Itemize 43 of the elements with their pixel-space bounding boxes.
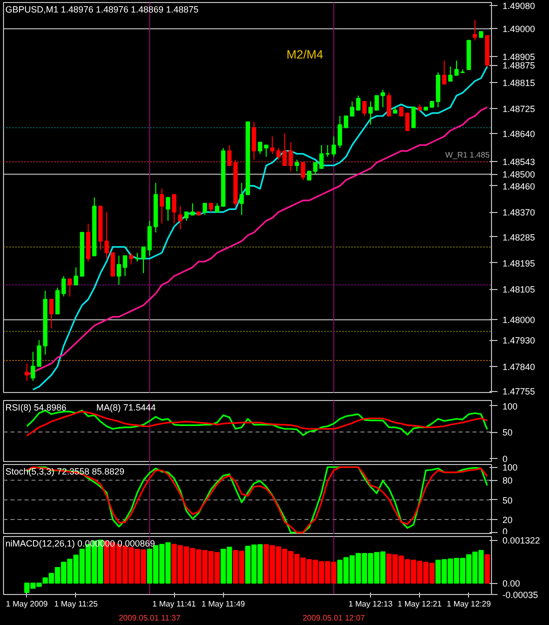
y-tick-label: 1.48905 bbox=[502, 52, 536, 62]
x-tick-label: 1 May 11:41 bbox=[152, 600, 196, 608]
y-tick-label: 1.47755 bbox=[502, 386, 536, 397]
y-tick-label: 50 bbox=[502, 495, 513, 506]
y-tick-label: 1.47930 bbox=[502, 336, 536, 346]
y-tick-label: 20 bbox=[502, 514, 513, 525]
y-tick-label: 1.48195 bbox=[502, 258, 536, 268]
x-tick-label: 1 May 2009 bbox=[6, 600, 48, 608]
x-tick-label: 2009.05.01 11:37 bbox=[118, 614, 181, 622]
y-tick-label: 1.48460 bbox=[502, 181, 536, 192]
ref-line-label: 1.48000 bbox=[502, 315, 536, 326]
y-tick-label: 0 bbox=[502, 454, 508, 464]
chart-title: RSI(8) 54.8986 bbox=[5, 402, 66, 412]
y-tick-label: 1.48815 bbox=[502, 78, 536, 88]
y-tick-label: 80 bbox=[502, 476, 513, 486]
x-tick-label: 1 May 12:29 bbox=[446, 600, 492, 608]
annotation: MA(8) 71.5444 bbox=[96, 402, 156, 412]
x-tick-label: 2009.05.01 12:07 bbox=[302, 614, 366, 622]
annotation: W_R1 1.485 bbox=[445, 150, 490, 160]
chart-title: niMACD(12,26,1) 0.000000 0.000869 bbox=[5, 538, 155, 548]
y-tick-label: 1.48640 bbox=[502, 128, 536, 139]
y-tick-label: 0.00 bbox=[502, 578, 520, 589]
y-tick-label: 1.48370 bbox=[502, 208, 536, 218]
y-tick-label: 100 bbox=[502, 462, 518, 473]
ref-line-label: 1.49000 bbox=[502, 24, 536, 34]
y-tick-label: 1.48875 bbox=[502, 60, 536, 71]
x-tick-label: 1 May 12:13 bbox=[348, 600, 394, 608]
y-tick-label: 1.48725 bbox=[502, 104, 536, 114]
y-tick-label: 0.001322 bbox=[502, 536, 540, 546]
annotation: M2/M4 bbox=[286, 47, 324, 62]
chart-title: GBPUSD,M1 1.48976 1.48976 1.48869 1.48875 bbox=[5, 4, 198, 14]
y-tick-label: -0.00035 bbox=[502, 590, 538, 600]
x-tick-label: 1 May 11:25 bbox=[54, 600, 98, 608]
y-tick-label: 1.48105 bbox=[502, 284, 536, 295]
ref-line-label: 1.48500 bbox=[502, 170, 536, 180]
y-tick-label: 1.47840 bbox=[502, 362, 536, 372]
y-tick-label: 100 bbox=[502, 401, 518, 412]
ref-line-label: 1.48543 bbox=[502, 157, 536, 168]
y-tick-label: 1.48285 bbox=[502, 232, 536, 242]
y-tick-label: 1.49080 bbox=[502, 0, 536, 11]
y-tick-label: 50 bbox=[502, 428, 513, 438]
x-tick-label: 1 May 12:21 bbox=[398, 600, 442, 608]
x-tick-label: 1 May 11:49 bbox=[202, 600, 246, 608]
